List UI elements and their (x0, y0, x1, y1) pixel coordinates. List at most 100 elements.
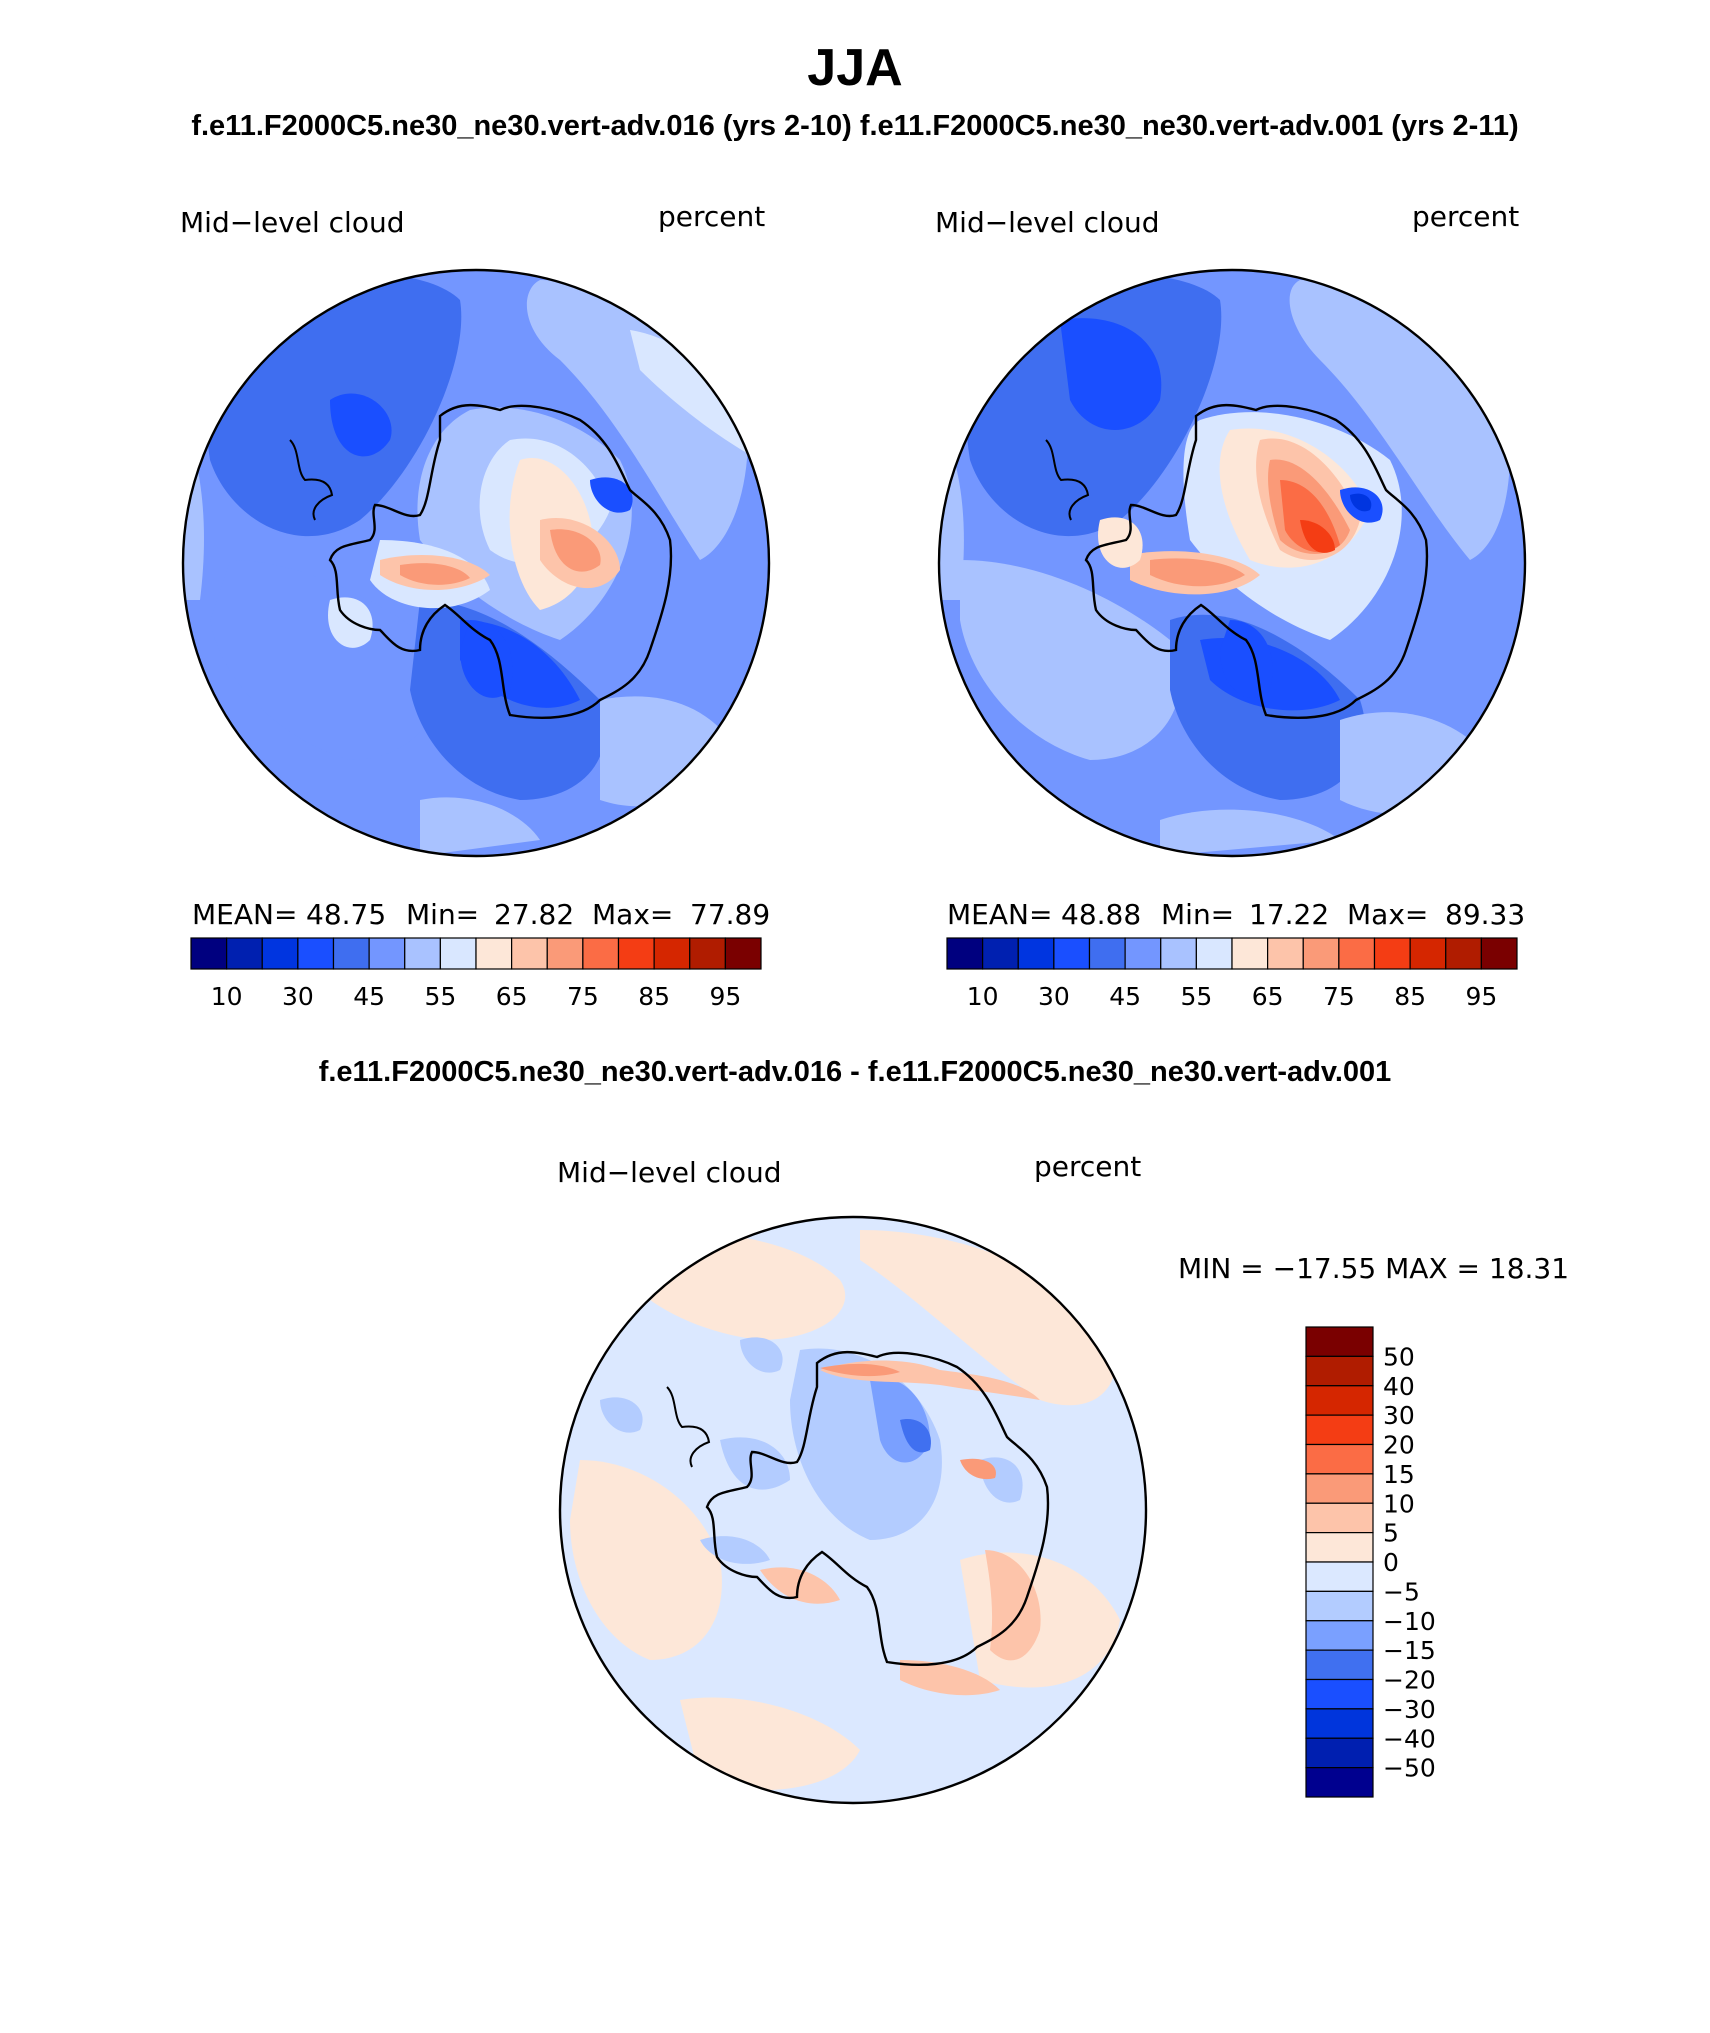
panel2-colorbar-swatch (1088, 937, 1126, 970)
diff-colorbar-swatch (1305, 1767, 1374, 1798)
panel2-colorbar-swatch (1445, 937, 1482, 970)
panel1-colorbar-tick-label: 45 (353, 982, 385, 1011)
panel1-units: percent (658, 200, 766, 233)
diff-colorbar-tick-label: −30 (1383, 1695, 1436, 1724)
diff-map (558, 1215, 1148, 1805)
panel2-colorbar-swatch (1160, 937, 1197, 970)
panel2-colorbar-swatch (1124, 937, 1162, 970)
diff-coastline (705, 1350, 1050, 1666)
panel1-colorbar-swatch (511, 937, 548, 970)
diff-colorbar-swatch (1305, 1326, 1374, 1357)
panel2-colorbar-swatch (1302, 937, 1340, 970)
panel1-colorbar-swatch (582, 937, 620, 970)
panel2-colorbar-swatch (1017, 937, 1055, 970)
panel1-colorbar-swatch (332, 937, 370, 970)
diff-colorbar-swatch (1305, 1355, 1374, 1387)
panel2-min-value: 17.22 (1249, 898, 1330, 931)
panel1-colorbar-swatch (653, 937, 691, 970)
panel2-colorbar-swatch (1373, 937, 1411, 970)
panel2-colorbar-tick-label: 75 (1323, 982, 1355, 1011)
diff-colorbar-swatch (1305, 1590, 1374, 1622)
panel2-colorbar-swatch (982, 937, 1019, 970)
panel1-colorbar-swatch (724, 937, 762, 970)
panel1-colorbar-tick-label: 30 (282, 982, 314, 1011)
diff-minmax: MIN = −17.55 MAX = 18.31 (1178, 1252, 1570, 1285)
panel1-colorbar-swatch (226, 937, 263, 970)
diff-colorbar-swatch (1305, 1532, 1374, 1563)
diff-colorbar-swatch (1305, 1678, 1374, 1710)
diff-colorbar-swatch (1305, 1620, 1374, 1651)
panel2-colorbar-tick-label: 85 (1394, 982, 1426, 1011)
panel2-colorbar-tick-label: 55 (1180, 982, 1212, 1011)
diff-colorbar-tick-label: −15 (1383, 1636, 1436, 1665)
diff-colorbar-swatch (1305, 1561, 1374, 1592)
panel1-colorbar-tick-label: 55 (424, 982, 456, 1011)
diff-colorbar-tick-label: 40 (1383, 1372, 1415, 1401)
diff-colorbar-tick-label: −40 (1383, 1724, 1436, 1753)
diff-colorbar-tick-label: −10 (1383, 1607, 1436, 1636)
diff-colorbar-swatch (1305, 1502, 1374, 1534)
panel2-colorbar-swatch (1338, 937, 1376, 970)
panel2-min-label: Min= (1161, 898, 1235, 931)
diff-colorbar-tick-label: −5 (1383, 1577, 1420, 1606)
diff-colorbar-swatch (1305, 1649, 1374, 1681)
panel1-colorbar-swatch (439, 937, 477, 970)
diff-units: percent (1034, 1150, 1142, 1183)
panel1-max-label: Max= (592, 898, 674, 931)
panel1-colorbar-swatch (190, 937, 228, 970)
diff-colorbar-swatch (1305, 1443, 1374, 1475)
diff-colorbar-tick-label: 50 (1383, 1342, 1415, 1371)
panel1-colorbar: 10 30 45 55 65 75 85 95 (190, 937, 762, 1011)
diff-colorbar-swatch (1305, 1414, 1374, 1446)
panel1-min-value: 27.82 (494, 898, 575, 931)
diff-colorbar-tick-label: 5 (1383, 1519, 1399, 1548)
diff-colorbar-tick-label: −50 (1383, 1754, 1436, 1783)
diff-colorbar-swatch (1305, 1473, 1374, 1504)
panel2-boundary (937, 268, 1527, 858)
panel1-colorbar-swatch (261, 937, 299, 970)
panel2-mean-label: MEAN= (947, 898, 1053, 931)
panel2-map (937, 268, 1527, 858)
panel2-colorbar-swatch (946, 937, 984, 970)
diff-colorbar-tick-label: 0 (1383, 1548, 1399, 1577)
panel2-mean-value: 48.88 (1061, 898, 1142, 931)
panel1-colorbar-swatch (368, 937, 406, 970)
panel1-colorbar-swatch (297, 937, 335, 970)
panel1-mean-label: MEAN= (192, 898, 298, 931)
diff-variable: Mid−level cloud (557, 1156, 782, 1189)
panel1-colorbar-swatch (546, 937, 584, 970)
panel1-min-label: Min= (406, 898, 480, 931)
panel1-max-value: 77.89 (690, 898, 771, 931)
diff-subtitle: f.e11.F2000C5.ne30_ne30.vert-adv.016 - f… (318, 1056, 1392, 1088)
panel2-variable: Mid−level cloud (935, 206, 1160, 239)
panel1-colorbar-tick-label: 10 (211, 982, 243, 1011)
panel2-colorbar-tick-label: 45 (1109, 982, 1141, 1011)
diff-colorbar-tick-label: 15 (1383, 1460, 1415, 1489)
panel1-colorbar-swatch (689, 937, 726, 970)
panel2-colorbar-tick-label: 10 (967, 982, 999, 1011)
panel1-colorbar-swatch (404, 937, 441, 970)
panel2-coastline (1084, 403, 1429, 719)
panel2-units: percent (1412, 200, 1520, 233)
panel2-max-value: 89.33 (1445, 898, 1526, 931)
panel2-colorbar-swatch (1053, 937, 1091, 970)
panel1-colorbar-tick-label: 85 (638, 982, 670, 1011)
panel1-variable: Mid−level cloud (180, 206, 405, 239)
diff-boundary (558, 1215, 1148, 1805)
panel2-colorbar-swatch (1195, 937, 1233, 970)
panel2-colorbar: 10 30 45 55 65 75 85 95 (946, 937, 1518, 1011)
panel1-coastline (328, 403, 673, 719)
panel1-colorbar-tick-label: 75 (567, 982, 599, 1011)
diff-colorbar-tick-label: 20 (1383, 1431, 1415, 1460)
panel2-colorbar-tick-label: 65 (1252, 982, 1284, 1011)
panel1-mean-value: 48.75 (306, 898, 387, 931)
panel2-colorbar-swatch (1231, 937, 1269, 970)
diff-colorbar-swatch (1305, 1737, 1374, 1769)
panel1-colorbar-swatch (617, 937, 655, 970)
page-title: JJA (807, 39, 903, 97)
panel2-colorbar-tick-label: 95 (1465, 982, 1497, 1011)
panel2-colorbar-swatch (1480, 937, 1518, 970)
panel1-colorbar-tick-label: 65 (496, 982, 528, 1011)
